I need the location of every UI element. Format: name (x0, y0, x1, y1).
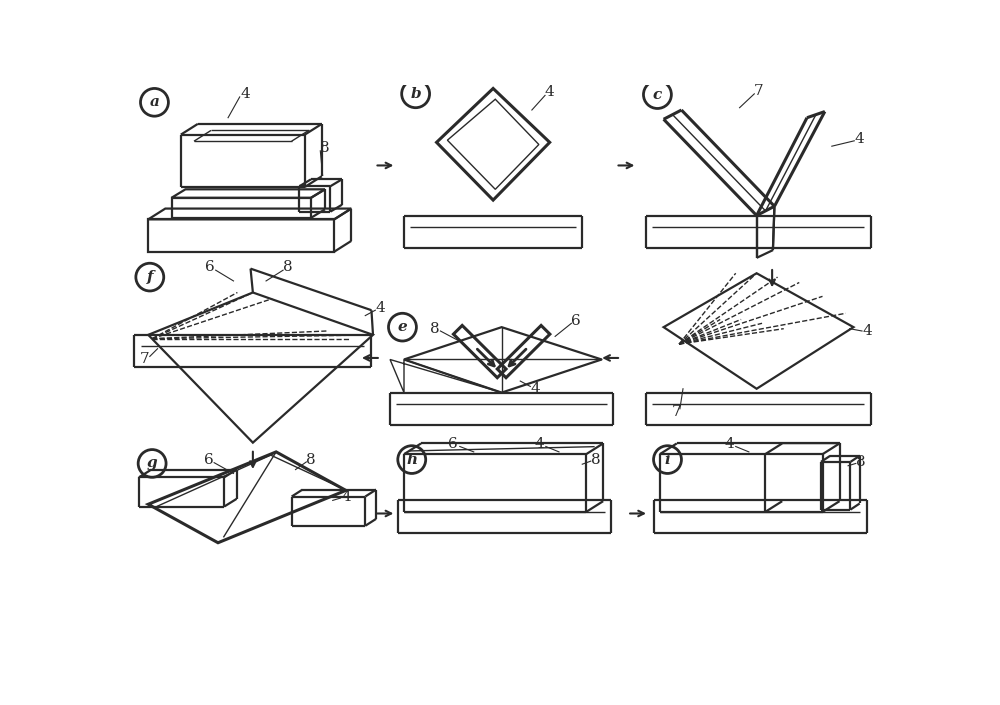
Text: 4: 4 (240, 87, 250, 101)
Text: h: h (406, 453, 417, 467)
Text: 6: 6 (571, 314, 581, 328)
Text: 8: 8 (856, 455, 866, 469)
Text: 7: 7 (754, 84, 764, 98)
Text: 8: 8 (283, 260, 293, 274)
Text: 7: 7 (140, 352, 149, 367)
Text: 7: 7 (672, 405, 682, 419)
Text: 8: 8 (430, 321, 440, 336)
Text: 4: 4 (863, 324, 872, 338)
Text: 6: 6 (204, 453, 214, 467)
Text: 4: 4 (855, 133, 865, 146)
Text: c: c (653, 87, 662, 102)
Text: e: e (398, 320, 407, 334)
Text: 4: 4 (531, 381, 541, 396)
Text: f: f (147, 270, 153, 284)
Text: 8: 8 (591, 453, 601, 467)
Text: 6: 6 (205, 260, 215, 274)
Text: 4: 4 (545, 85, 555, 99)
Text: i: i (665, 453, 670, 467)
Text: 6: 6 (448, 437, 458, 451)
Text: a: a (150, 95, 159, 109)
Text: b: b (410, 87, 421, 101)
Text: 8: 8 (306, 453, 316, 467)
Text: 4: 4 (725, 437, 734, 451)
Text: 4: 4 (376, 301, 386, 315)
Text: 4: 4 (341, 489, 351, 503)
Text: g: g (147, 456, 157, 470)
Text: 8: 8 (320, 141, 330, 154)
Text: 4: 4 (535, 437, 544, 451)
